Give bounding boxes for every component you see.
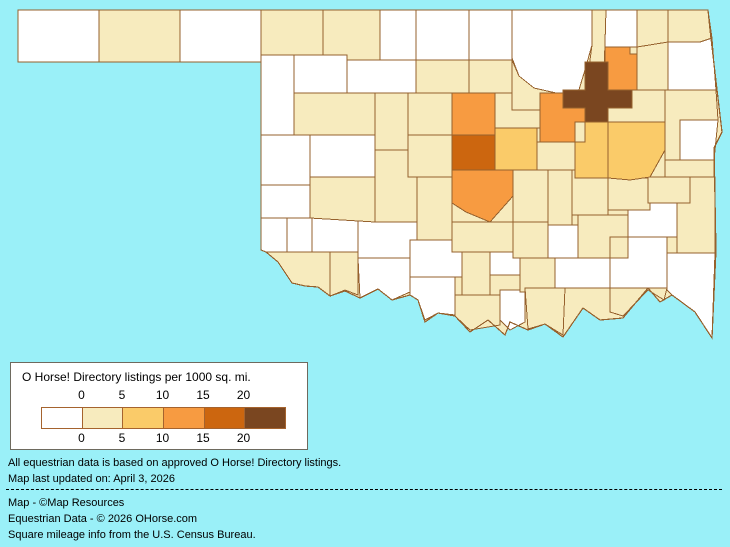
- footnote-census-credit: Square mileage info from the U.S. Census…: [8, 529, 256, 541]
- county-ellis: [260, 54, 295, 136]
- county-carter: [461, 251, 491, 296]
- county-choctaw: [609, 287, 668, 317]
- footnote-map-credit: Map - ©Map Resources: [8, 497, 125, 509]
- county-pontotoc: [512, 221, 549, 259]
- county-roger-mills: [260, 134, 311, 186]
- county-adair: [679, 119, 719, 161]
- state-outline: [17, 9, 723, 340]
- county-texas: [98, 9, 181, 63]
- county-mayes: [636, 41, 669, 91]
- county-comanche: [357, 217, 418, 259]
- legend-swatch-0: [42, 408, 83, 428]
- legend-tick-label: 0: [78, 388, 85, 402]
- county-dewey: [293, 92, 376, 136]
- county-cimarron: [17, 9, 100, 63]
- legend-tick-label: 20: [236, 431, 251, 445]
- dashed-separator: [6, 489, 722, 490]
- county-johnston: [519, 257, 556, 293]
- legend-tick-label: 15: [196, 431, 210, 445]
- county-beckham: [260, 184, 311, 219]
- legend-swatch-2: [123, 408, 165, 428]
- legend-ticks-top: 0 5 10 15 20: [11, 388, 307, 402]
- legend-tick-label: 5: [118, 431, 126, 445]
- legend-swatch-5: [245, 408, 286, 428]
- county-jefferson: [409, 276, 456, 321]
- county-major: [346, 59, 417, 94]
- county-grady: [416, 176, 453, 241]
- legend-swatch-4: [204, 408, 246, 428]
- county-nowata: [603, 9, 638, 48]
- county-harper: [260, 9, 324, 56]
- county-craig: [636, 9, 669, 48]
- county-garfield: [415, 59, 470, 94]
- legend-tick-label: 15: [196, 388, 210, 402]
- legend-tick-label: 10: [155, 431, 170, 445]
- county-pottawatomie: [512, 169, 549, 223]
- county-seminole: [547, 169, 573, 226]
- county-woods: [322, 9, 381, 61]
- county-garvin: [451, 221, 514, 253]
- county-okfuskee: [536, 141, 576, 171]
- legend-tick-label: 20: [236, 388, 251, 402]
- footnote-last-updated: Map last updated on: April 3, 2026: [8, 473, 175, 485]
- county-kiowa: [309, 217, 359, 258]
- footnote-data-source: All equestrian data is based on approved…: [8, 457, 342, 469]
- county-ottawa: [667, 9, 713, 43]
- county-tillman: [329, 251, 359, 297]
- county-custer: [309, 134, 376, 178]
- legend-ticks-bottom: 0 5 10 15 20: [11, 431, 307, 445]
- county-beaver: [179, 9, 262, 63]
- county-blaine: [374, 92, 409, 151]
- county-haskell: [647, 176, 693, 204]
- county-canadian: [407, 134, 453, 178]
- county-pittsburg: [577, 214, 629, 259]
- county-logan: [451, 92, 496, 136]
- county-harmon: [260, 217, 288, 253]
- county-alfalfa: [379, 9, 417, 61]
- county-mcintosh: [607, 177, 651, 211]
- county-atoka: [554, 257, 611, 289]
- county-oklahoma: [451, 134, 496, 171]
- county-coal: [547, 224, 581, 259]
- legend-swatch-bar: [41, 407, 286, 429]
- county-mccurtain: [666, 252, 716, 340]
- legend-swatch-1: [82, 408, 124, 428]
- county-muskogee: [607, 121, 666, 181]
- county-tulsa: [562, 61, 633, 123]
- legend-tick-label: 5: [118, 388, 126, 402]
- county-noble: [468, 59, 513, 94]
- legend-swatch-3: [164, 408, 205, 428]
- legend-tick-label: 10: [155, 388, 170, 402]
- legend-title: O Horse! Directory listings per 1000 sq.…: [22, 370, 251, 384]
- county-sequoyah: [664, 159, 715, 179]
- county-kay: [468, 9, 513, 61]
- county-cleveland: [451, 169, 514, 223]
- county-woodward: [293, 54, 348, 94]
- footnote-equestrian-credit: Equestrian Data - © 2026 OHorse.com: [8, 513, 198, 525]
- county-washita: [309, 176, 376, 223]
- county-marshall: [499, 289, 526, 331]
- legend-box: O Horse! Directory listings per 1000 sq.…: [10, 362, 308, 450]
- county-greer: [286, 217, 313, 253]
- county-bryan: [524, 287, 566, 336]
- county-lincoln: [494, 127, 538, 171]
- legend-tick-label: 0: [78, 431, 85, 445]
- county-grant: [415, 9, 470, 61]
- county-delaware: [667, 37, 717, 91]
- county-kingfisher: [407, 92, 453, 136]
